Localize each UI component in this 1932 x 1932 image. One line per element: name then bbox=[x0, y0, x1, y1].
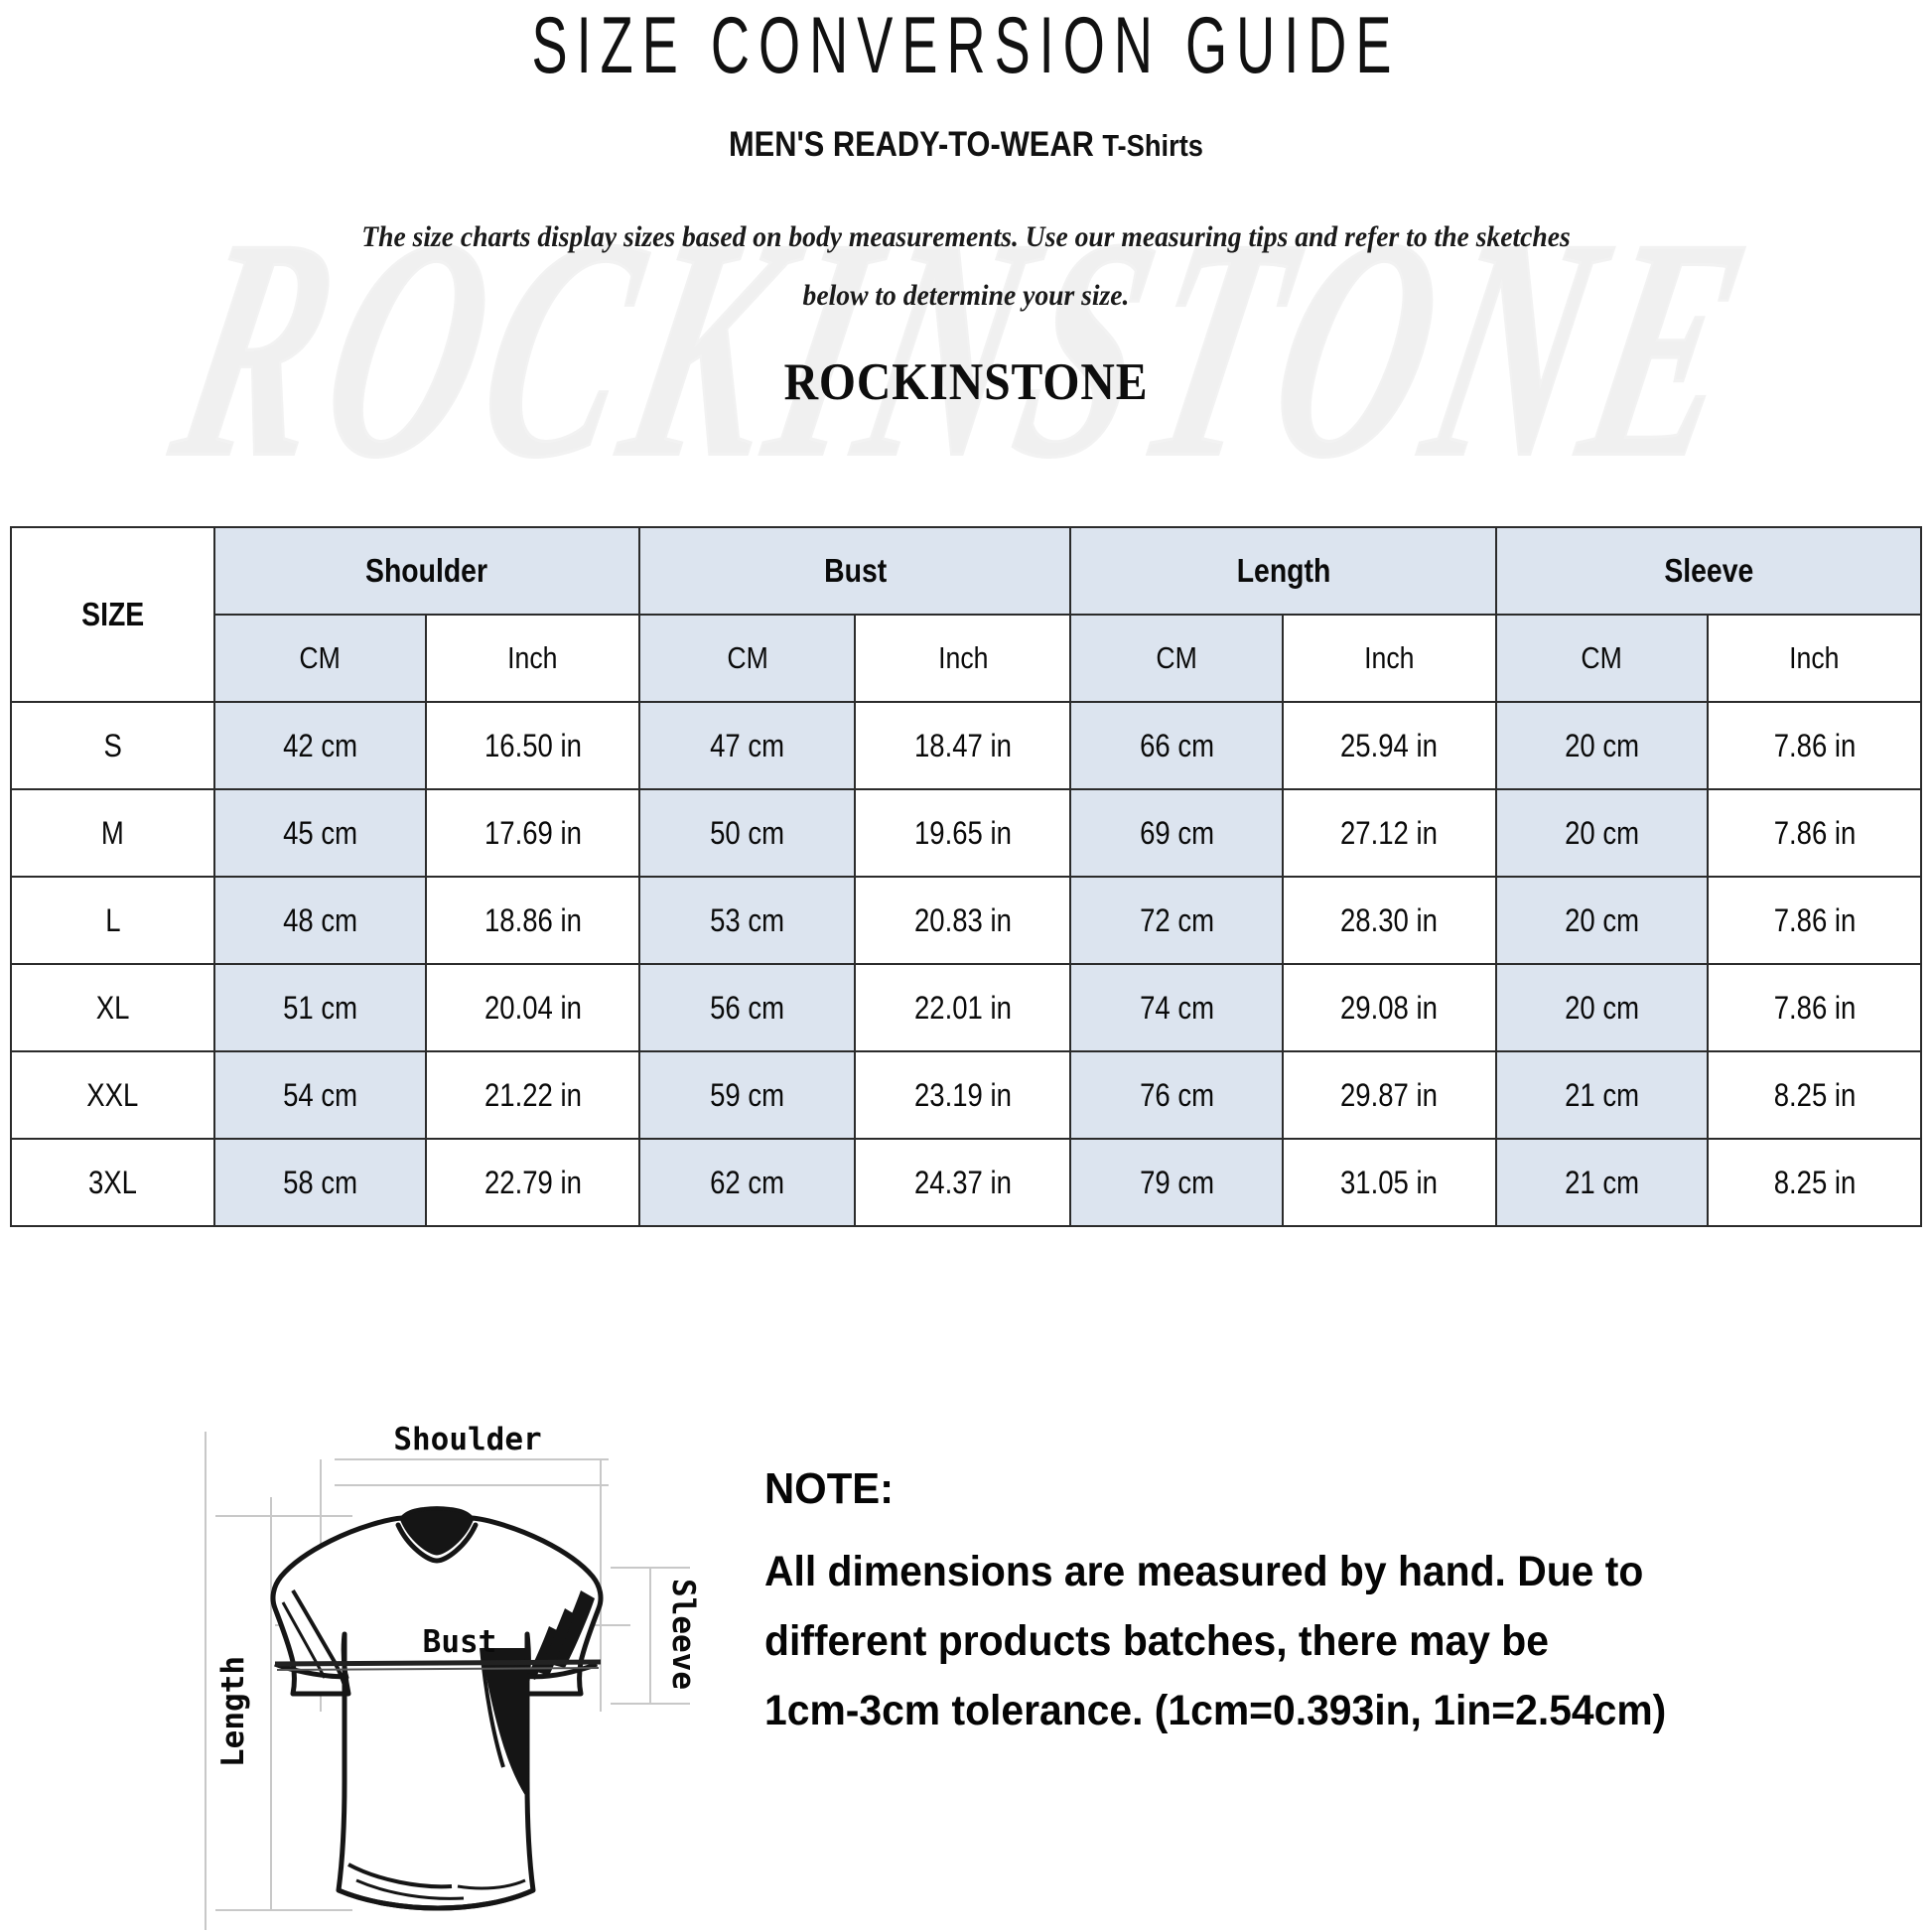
header-cell-size: SIZE bbox=[10, 526, 215, 703]
cell-length-cm: 76 cm bbox=[1069, 1050, 1284, 1140]
cell-length-cm: 72 cm bbox=[1069, 876, 1284, 965]
cell-shoulder-cm: 51 cm bbox=[212, 963, 428, 1052]
table-row: S 42 cm 16.50 in 47 cm 18.47 in 66 cm 25… bbox=[10, 701, 1922, 790]
cell-bust-cm: 50 cm bbox=[638, 788, 857, 878]
cell-length-cm: 74 cm bbox=[1069, 963, 1284, 1052]
cell-sleeve-inch: 8.25 in bbox=[1707, 1138, 1922, 1227]
row-size-label: L bbox=[10, 876, 215, 965]
page-subtitle: MEN'S READY-TO-WEAR T-Shirts bbox=[116, 125, 1816, 165]
cell-bust-inch: 19.65 in bbox=[854, 788, 1072, 878]
diagram-label-sleeve: Sleeve bbox=[665, 1579, 701, 1690]
row-size-label: XXL bbox=[10, 1050, 215, 1140]
cell-length-cm: 79 cm bbox=[1069, 1138, 1284, 1227]
table-row: M 45 cm 17.69 in 50 cm 19.65 in 69 cm 27… bbox=[10, 788, 1922, 878]
table-row: 3XL 58 cm 22.79 in 62 cm 24.37 in 79 cm … bbox=[10, 1138, 1922, 1227]
size-guide-page: ROCKINSTONE SIZE CONVERSION GUIDE MEN'S … bbox=[0, 5, 1932, 1932]
unit-cell-length-inch: Inch bbox=[1281, 614, 1497, 703]
cell-shoulder-cm: 48 cm bbox=[212, 876, 428, 965]
table-body: SIZE Shoulder Bust Length Sleeve CM Inch bbox=[10, 526, 1923, 1227]
row-size-label: 3XL bbox=[10, 1138, 215, 1227]
cell-shoulder-inch: 17.69 in bbox=[425, 788, 641, 878]
tshirt-measurement-diagram: Shoulder Bust Length Sleeve bbox=[154, 1414, 710, 1932]
cell-shoulder-cm: 42 cm bbox=[212, 701, 428, 790]
cell-bust-cm: 56 cm bbox=[638, 963, 857, 1052]
cell-sleeve-inch: 8.25 in bbox=[1707, 1050, 1922, 1140]
row-size-label: M bbox=[10, 788, 215, 878]
table-group-header-row: SIZE Shoulder Bust Length Sleeve bbox=[10, 526, 1923, 703]
cell-shoulder-inch: 22.79 in bbox=[425, 1138, 641, 1227]
cell-bust-inch: 24.37 in bbox=[854, 1138, 1072, 1227]
unit-cell-bust-inch: Inch bbox=[854, 614, 1072, 703]
unit-cell-sleeve-cm: CM bbox=[1494, 614, 1710, 703]
subtitle-product: T-Shirts bbox=[1102, 128, 1203, 163]
note-line-2: different products batches, there may be bbox=[764, 1616, 1549, 1665]
header-cell-length: Length bbox=[1069, 526, 1497, 616]
cell-sleeve-cm: 20 cm bbox=[1494, 876, 1710, 965]
diagram-label-shoulder: Shoulder bbox=[393, 1422, 541, 1457]
cell-length-inch: 31.05 in bbox=[1281, 1138, 1497, 1227]
unit-cell-shoulder-cm: CM bbox=[212, 614, 428, 703]
table-unit-header-row: CM Inch CM Inch CM Inch CM Inch bbox=[11, 614, 1922, 703]
description-line-1: The size charts display sizes based on b… bbox=[361, 220, 1571, 253]
cell-sleeve-cm: 21 cm bbox=[1494, 1050, 1710, 1140]
header-cell-bust: Bust bbox=[638, 526, 1072, 616]
diagram-label-length: Length bbox=[215, 1656, 251, 1767]
subtitle-category: MEN'S READY-TO-WEAR bbox=[729, 125, 1094, 164]
cell-sleeve-inch: 7.86 in bbox=[1707, 963, 1922, 1052]
table-row: L 48 cm 18.86 in 53 cm 20.83 in 72 cm 28… bbox=[10, 876, 1922, 965]
cell-length-cm: 66 cm bbox=[1069, 701, 1284, 790]
page-title: SIZE CONVERSION GUIDE bbox=[531, 0, 1401, 90]
cell-shoulder-inch: 18.86 in bbox=[425, 876, 641, 965]
cell-length-inch: 27.12 in bbox=[1281, 788, 1497, 878]
unit-cell-shoulder-inch: Inch bbox=[425, 614, 641, 703]
table-row: XXL 54 cm 21.22 in 59 cm 23.19 in 76 cm … bbox=[10, 1050, 1922, 1140]
cell-shoulder-cm: 45 cm bbox=[212, 788, 428, 878]
cell-bust-inch: 22.01 in bbox=[854, 963, 1072, 1052]
note-line-3: 1cm-3cm tolerance. (1cm=0.393in, 1in=2.5… bbox=[764, 1686, 1667, 1734]
cell-sleeve-cm: 20 cm bbox=[1494, 701, 1710, 790]
cell-shoulder-inch: 16.50 in bbox=[425, 701, 641, 790]
cell-bust-cm: 53 cm bbox=[638, 876, 857, 965]
cell-sleeve-inch: 7.86 in bbox=[1707, 788, 1922, 878]
unit-cell-bust-cm: CM bbox=[638, 614, 857, 703]
header-cell-shoulder: Shoulder bbox=[212, 526, 641, 616]
cell-bust-inch: 23.19 in bbox=[854, 1050, 1072, 1140]
table-row: XL 51 cm 20.04 in 56 cm 22.01 in 74 cm 2… bbox=[10, 963, 1922, 1052]
cell-length-inch: 29.08 in bbox=[1281, 963, 1497, 1052]
cell-length-cm: 69 cm bbox=[1069, 788, 1284, 878]
cell-bust-inch: 20.83 in bbox=[854, 876, 1072, 965]
brand-name: ROCKINSTONE bbox=[783, 353, 1149, 411]
description-line-2: below to determine your size. bbox=[802, 278, 1130, 312]
unit-cell-length-cm: CM bbox=[1069, 614, 1284, 703]
cell-bust-inch: 18.47 in bbox=[854, 701, 1072, 790]
description-text: The size charts display sizes based on b… bbox=[77, 208, 1855, 325]
diagram-label-bust: Bust bbox=[423, 1624, 497, 1660]
size-chart-table: SIZE Shoulder Bust Length Sleeve CM Inch bbox=[10, 526, 1923, 1227]
cell-length-inch: 28.30 in bbox=[1281, 876, 1497, 965]
note-block: NOTE: All dimensions are measured by han… bbox=[764, 1453, 1906, 1745]
row-size-label: XL bbox=[10, 963, 215, 1052]
cell-sleeve-inch: 7.86 in bbox=[1707, 876, 1922, 965]
bottom-block: Shoulder Bust Length Sleeve NOTE: All di… bbox=[0, 1406, 1932, 1932]
row-size-label: S bbox=[10, 701, 215, 790]
cell-sleeve-cm: 20 cm bbox=[1494, 788, 1710, 878]
cell-bust-cm: 47 cm bbox=[638, 701, 857, 790]
cell-sleeve-inch: 7.86 in bbox=[1707, 701, 1922, 790]
note-line-1: All dimensions are measured by hand. Due… bbox=[764, 1548, 1644, 1596]
cell-sleeve-cm: 21 cm bbox=[1494, 1138, 1710, 1227]
unit-cell-sleeve-inch: Inch bbox=[1707, 614, 1922, 703]
cell-length-inch: 29.87 in bbox=[1281, 1050, 1497, 1140]
cell-shoulder-cm: 54 cm bbox=[212, 1050, 428, 1140]
cell-shoulder-cm: 58 cm bbox=[212, 1138, 428, 1227]
cell-length-inch: 25.94 in bbox=[1281, 701, 1497, 790]
cell-bust-cm: 62 cm bbox=[638, 1138, 857, 1227]
note-heading: NOTE: bbox=[764, 1464, 895, 1513]
cell-shoulder-inch: 20.04 in bbox=[425, 963, 641, 1052]
header-cell-sleeve: Sleeve bbox=[1494, 526, 1923, 616]
cell-shoulder-inch: 21.22 in bbox=[425, 1050, 641, 1140]
tshirt-outline bbox=[270, 1506, 604, 1911]
header-block: SIZE CONVERSION GUIDE MEN'S READY-TO-WEA… bbox=[0, 5, 1932, 412]
cell-sleeve-cm: 20 cm bbox=[1494, 963, 1710, 1052]
cell-bust-cm: 59 cm bbox=[638, 1050, 857, 1140]
